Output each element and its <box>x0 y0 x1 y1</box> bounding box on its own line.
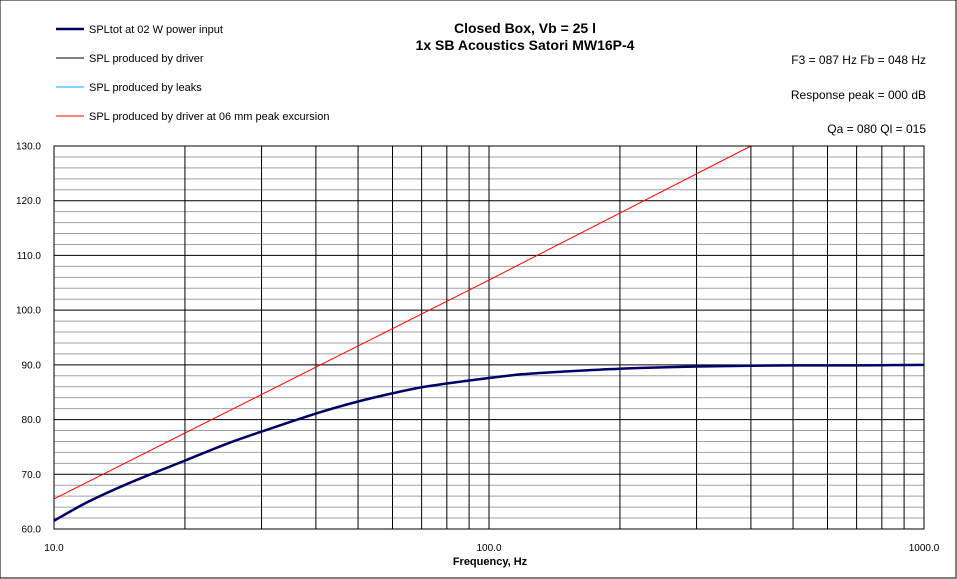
chart-title: Closed Box, Vb = 25 l <box>454 20 596 36</box>
legend-label-4: SPL produced by driver at 06 mm peak exc… <box>89 111 330 123</box>
x-axis-ticks: 10.0 100.0 1000.0 <box>44 543 939 554</box>
annotations: F3 = 087 Hz Fb = 048 Hz Response peak = 0… <box>791 53 926 136</box>
y-tick-label: 80.0 <box>22 415 42 426</box>
y-tick-label: 90.0 <box>22 360 42 371</box>
y-axis-ticks: 60.0 70.0 80.0 90.0 100.0 110.0 120.0 130.0 <box>16 142 41 536</box>
x-tick-label: 100.0 <box>476 543 501 554</box>
x-axis-title: Frequency, Hz <box>453 556 528 568</box>
series-layer <box>54 146 924 523</box>
x-tick-label: 10.0 <box>44 543 64 554</box>
legend-label-2: SPL produced by driver <box>89 53 204 65</box>
series-line-1 <box>54 363 924 523</box>
grid-major <box>53 145 924 530</box>
x-tick-label: 1000.0 <box>909 543 940 554</box>
chart-subtitle: 1x SB Acoustics Satori MW16P-4 <box>416 37 635 53</box>
plot-border <box>53 145 925 530</box>
y-tick-label: 110.0 <box>17 251 42 262</box>
legend-label-1: SPLtot at 02 W power input <box>89 24 223 36</box>
series-line-4 <box>54 146 752 500</box>
annotation-2: Response peak = 000 dB <box>791 88 926 102</box>
y-tick-label: 120.0 <box>16 196 41 207</box>
legend-label-3: SPL produced by leaks <box>89 82 202 94</box>
annotation-1: F3 = 087 Hz Fb = 048 Hz <box>791 53 926 67</box>
annotation-3: Qa = 080 Ql = 015 <box>827 122 926 136</box>
y-tick-label: 70.0 <box>22 470 42 481</box>
y-tick-label: 100.0 <box>16 306 41 317</box>
y-tick-label: 130.0 <box>16 142 41 153</box>
legend: SPLtot at 02 W power input SPL produced b… <box>56 24 330 123</box>
y-tick-label: 60.0 <box>22 525 42 536</box>
